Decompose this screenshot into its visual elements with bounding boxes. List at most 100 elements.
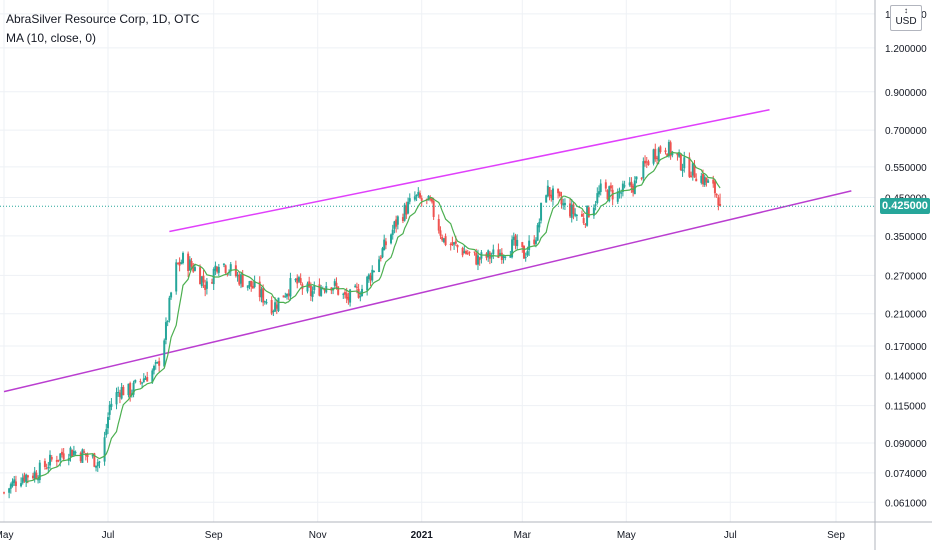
candle-body [342, 293, 345, 295]
candle-body [50, 457, 53, 460]
candle-body [188, 259, 191, 271]
candle-body [146, 377, 149, 382]
candle-body [211, 282, 213, 284]
candle-body [178, 261, 181, 266]
candle-body [644, 160, 647, 164]
candle-body [43, 461, 46, 467]
candle-body [393, 221, 396, 229]
candle-body [502, 255, 505, 258]
candle-body [504, 256, 507, 258]
candle-body [560, 197, 563, 205]
candle-body [105, 429, 108, 436]
candle-body [127, 383, 130, 396]
trendline-layer [3, 108, 852, 393]
last-price-tag: 0.425000 [880, 198, 930, 215]
candle-body [465, 251, 468, 254]
candle-body [323, 289, 326, 291]
candle-body [526, 251, 529, 256]
candle-body [156, 362, 159, 364]
trendline-lower [3, 190, 852, 393]
candle-body [182, 252, 185, 263]
candle-body [715, 193, 718, 196]
candle-body [118, 392, 121, 397]
candle-body [59, 453, 62, 461]
candle-body [93, 453, 96, 467]
candle-body [618, 191, 621, 193]
candle-body [664, 150, 667, 153]
candle-body [205, 281, 208, 289]
currency-selector[interactable]: ↕ USD [890, 5, 922, 31]
trendline-upper [169, 108, 770, 233]
candle-body [154, 362, 157, 364]
candle-body [372, 270, 375, 272]
candle-body [598, 191, 601, 195]
candle-body [192, 266, 195, 272]
candle-body [439, 230, 442, 236]
candle-body [671, 151, 674, 156]
candle-body [516, 239, 519, 247]
candle-body [251, 286, 254, 289]
candle-body [20, 483, 23, 487]
candle-body [361, 288, 364, 297]
ma-line [25, 151, 721, 484]
candle-body [31, 475, 34, 479]
candle-body [683, 157, 686, 169]
indicator-label: MA (10, close, 0) [6, 31, 97, 45]
candle-body [647, 161, 650, 166]
y-tick-label: 0.061000 [885, 498, 927, 509]
candle-body [594, 204, 597, 206]
candle-body [277, 297, 280, 311]
candle-body [79, 452, 82, 462]
candle-body [623, 185, 626, 187]
candle-body [514, 235, 517, 246]
candle-body [609, 185, 612, 189]
candle-body [635, 176, 638, 180]
candle-body [592, 207, 595, 216]
candle-body [141, 382, 144, 384]
y-tick-label: 0.700000 [885, 126, 927, 137]
candle-body [260, 289, 263, 298]
candle-body [572, 204, 575, 215]
candle-body [286, 293, 289, 297]
candle-body [190, 260, 193, 267]
candle-body [456, 245, 459, 248]
candle-body [569, 203, 572, 217]
candle-body [13, 479, 16, 483]
candle-body [405, 205, 408, 215]
candle-body [521, 242, 524, 247]
candle-body [299, 278, 302, 284]
moving-average-layer [25, 151, 721, 484]
candle-body [690, 175, 693, 178]
candle-body [453, 242, 456, 245]
candle-body [108, 404, 111, 415]
candle-body [478, 257, 481, 261]
candle-body [57, 459, 60, 461]
candle-body [500, 252, 503, 261]
candle-body [144, 378, 147, 380]
candle-body [659, 146, 662, 153]
candle-body [633, 180, 636, 195]
candle-body [475, 253, 478, 265]
candle-body [359, 296, 362, 298]
candle-body [103, 437, 106, 462]
candle-body [570, 204, 573, 218]
candle-body [621, 183, 624, 192]
candle-body [538, 221, 541, 228]
candle-body [371, 269, 374, 281]
candle-body [596, 193, 599, 203]
candle-body [248, 281, 251, 287]
candle-body [395, 219, 398, 227]
candle-body [536, 225, 539, 241]
candle-body [669, 142, 672, 156]
candle-body [620, 192, 623, 194]
candle-body [691, 163, 694, 176]
x-tick-label: Jul [102, 530, 115, 541]
candle-body [129, 383, 132, 398]
x-tick-label: Sep [827, 530, 845, 541]
x-tick-label: Mar [514, 530, 532, 541]
candle-body [238, 274, 241, 285]
candle-body [120, 387, 123, 399]
candle-body [263, 301, 266, 303]
candle-body [347, 296, 350, 301]
